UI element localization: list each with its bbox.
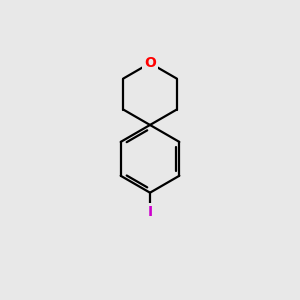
Text: I: I — [147, 205, 153, 219]
Text: O: O — [144, 56, 156, 70]
